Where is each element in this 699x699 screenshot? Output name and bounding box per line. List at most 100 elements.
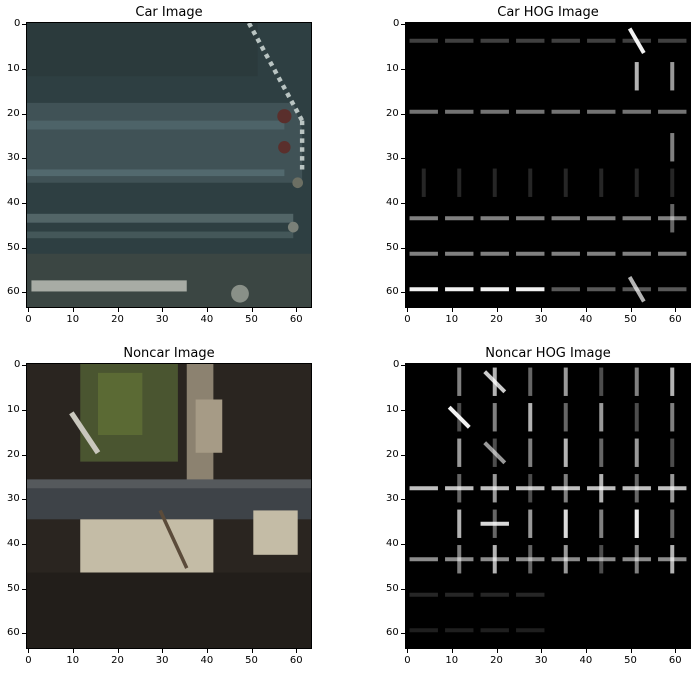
y-tick-mark [22, 633, 26, 635]
y-tick-label: 20 [386, 107, 399, 119]
y-tick-mark [22, 292, 26, 294]
y-tick-mark [401, 633, 405, 635]
y-tick-label: 10 [386, 403, 399, 415]
noncar-image [27, 364, 311, 648]
x-tick-mark [296, 308, 298, 312]
y-tick-mark [22, 247, 26, 249]
y-tick-label: 50 [386, 582, 399, 594]
x-tick-label: 20 [490, 655, 503, 666]
x-tick-mark [296, 649, 298, 653]
y-tick-label: 50 [7, 582, 20, 594]
x-tick-label: 40 [200, 314, 214, 325]
x-tick-label: 50 [624, 655, 637, 666]
x-tick-label: 30 [534, 314, 548, 325]
x-tick-label: 10 [445, 655, 459, 666]
x-tick-mark [407, 308, 409, 312]
y-tick-label: 40 [386, 537, 399, 549]
x-tick-mark [585, 649, 587, 653]
y-tick-mark [401, 499, 405, 501]
x-tick-label: 10 [66, 655, 80, 666]
x-tick-mark [451, 649, 453, 653]
y-tick-mark [22, 588, 26, 590]
y-tick-mark [22, 202, 26, 204]
y-tick-mark [22, 158, 26, 160]
y-tick-label: 60 [386, 286, 399, 298]
y-tick-label: 0 [393, 359, 400, 371]
y-tick-mark [401, 543, 405, 545]
x-tick-mark [675, 308, 677, 312]
y-tick-label: 50 [386, 241, 399, 253]
x-tick-label: 30 [534, 655, 548, 666]
y-tick-label: 60 [7, 627, 20, 639]
y-tick-label: 0 [14, 359, 21, 371]
x-tick-mark [72, 308, 74, 312]
x-tick-mark [407, 649, 409, 653]
car-hog-image [409, 27, 687, 303]
x-tick-label: 0 [404, 314, 411, 325]
image-axes-car [26, 22, 312, 308]
y-tick-mark [22, 543, 26, 545]
x-tick-mark [206, 649, 208, 653]
y-tick-mark [401, 68, 405, 70]
y-tick-label: 60 [7, 286, 20, 298]
y-tick-label: 40 [386, 196, 399, 208]
y-tick-mark [401, 247, 405, 249]
x-tick-label: 10 [445, 314, 459, 325]
x-tick-label: 50 [245, 655, 258, 666]
x-tick-label: 40 [579, 655, 593, 666]
image-axes-noncar-hog [405, 363, 691, 649]
y-tick-mark [22, 365, 26, 367]
y-tick-label: 10 [7, 62, 20, 74]
x-tick-mark [117, 308, 119, 312]
y-tick-mark [401, 158, 405, 160]
x-tick-mark [28, 649, 30, 653]
hog-gradient-stroke [447, 405, 471, 429]
x-tick-mark [496, 649, 498, 653]
y-tick-label: 10 [386, 62, 399, 74]
y-tick-label: 20 [7, 448, 20, 460]
y-tick-mark [401, 24, 405, 26]
x-tick-mark [630, 649, 632, 653]
x-tick-label: 30 [155, 655, 169, 666]
x-tick-label: 50 [245, 314, 258, 325]
x-tick-mark [251, 308, 253, 312]
y-tick-label: 20 [386, 448, 399, 460]
y-tick-mark [401, 365, 405, 367]
y-tick-label: 50 [7, 241, 20, 253]
panel-title: Car Image [135, 5, 203, 20]
x-tick-label: 0 [25, 655, 32, 666]
y-tick-mark [22, 499, 26, 501]
x-tick-label: 0 [404, 655, 411, 666]
x-tick-mark [117, 649, 119, 653]
image-axes-noncar [26, 363, 312, 649]
x-tick-mark [251, 649, 253, 653]
y-tick-label: 40 [7, 196, 20, 208]
x-tick-label: 60 [668, 314, 682, 325]
y-tick-mark [401, 113, 405, 115]
hog-gradient-stroke [483, 370, 507, 394]
y-tick-label: 0 [393, 18, 400, 30]
x-tick-mark [585, 308, 587, 312]
x-tick-label: 30 [155, 314, 169, 325]
panel-title: Car HOG Image [497, 5, 599, 20]
car-image [27, 23, 311, 307]
y-tick-mark [22, 113, 26, 115]
x-tick-label: 20 [111, 314, 124, 325]
x-tick-label: 40 [200, 655, 214, 666]
hog-gradient-stroke [627, 275, 646, 303]
y-tick-label: 30 [7, 152, 20, 164]
y-tick-mark [22, 454, 26, 456]
y-tick-label: 20 [7, 107, 20, 119]
x-tick-mark [162, 649, 164, 653]
y-tick-mark [401, 454, 405, 456]
x-tick-mark [675, 649, 677, 653]
x-tick-label: 60 [289, 655, 303, 666]
x-tick-label: 20 [490, 314, 503, 325]
x-tick-label: 60 [289, 314, 303, 325]
noncar-hog-image [409, 367, 687, 633]
x-tick-mark [28, 308, 30, 312]
x-tick-label: 10 [66, 314, 80, 325]
x-tick-mark [451, 308, 453, 312]
y-tick-mark [401, 292, 405, 294]
x-tick-label: 0 [25, 314, 32, 325]
